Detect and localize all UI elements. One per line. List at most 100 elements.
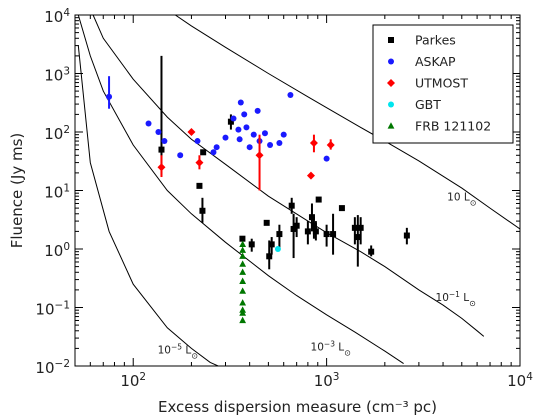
data-point — [287, 91, 294, 98]
data-point — [239, 316, 247, 324]
data-point — [213, 144, 220, 151]
legend-label: UTMOST — [415, 76, 468, 91]
legend-marker — [388, 58, 394, 65]
x-tick-label: 104 — [507, 371, 533, 390]
data-point — [158, 146, 165, 153]
data-point — [239, 246, 247, 253]
data-point — [254, 107, 261, 114]
y-tick-label: 104 — [44, 7, 70, 26]
data-point — [304, 228, 311, 235]
legend-label: Parkes — [415, 33, 456, 48]
curve-10 — [175, 15, 520, 230]
legend-label: GBT — [415, 97, 441, 112]
data-point — [274, 246, 281, 252]
y-tick-label: 100 — [44, 241, 70, 260]
series-askap — [106, 76, 330, 162]
curve-1e-5 — [77, 45, 220, 366]
curve-1e-3-label: 10−3 L⊙ — [311, 339, 351, 357]
data-point — [106, 93, 113, 100]
x-axis-label: Excess dispersion measure (cm⁻³ pc) — [158, 398, 437, 416]
data-point — [222, 134, 229, 141]
data-point — [368, 248, 375, 255]
legend-item-gbt: GBT — [388, 97, 441, 112]
data-point — [239, 309, 247, 316]
data-point — [239, 299, 247, 306]
data-point — [261, 130, 268, 137]
data-point — [177, 152, 184, 159]
data-point — [290, 225, 297, 232]
data-point — [239, 277, 247, 284]
data-point — [315, 196, 322, 203]
x-tick-label: 102 — [120, 371, 146, 390]
data-point — [194, 138, 201, 145]
data-points — [106, 55, 410, 324]
data-point — [239, 252, 247, 259]
data-point — [323, 155, 330, 162]
data-point — [323, 231, 330, 238]
data-point — [239, 268, 247, 275]
data-point — [199, 207, 206, 214]
y-tick-label: 10−2 — [35, 358, 70, 377]
data-point — [239, 240, 247, 247]
legend-item-utmost: UTMOST — [387, 76, 468, 91]
x-tick-label: 103 — [314, 371, 340, 390]
data-point — [248, 241, 255, 248]
data-point — [155, 129, 162, 135]
data-point — [227, 118, 234, 125]
data-point — [310, 222, 317, 229]
data-point — [326, 140, 335, 149]
data-point — [403, 232, 410, 239]
legend-marker — [387, 79, 395, 87]
data-point — [266, 253, 273, 260]
legend-item-frb-121102: FRB 121102 — [387, 119, 491, 134]
data-point — [357, 224, 364, 231]
data-point — [308, 214, 315, 221]
data-point — [293, 222, 300, 229]
legend-marker — [388, 101, 394, 108]
data-point — [145, 120, 152, 127]
series-gbt — [274, 246, 281, 252]
y-tick-label: 102 — [44, 124, 70, 143]
legend-marker — [388, 37, 394, 43]
legend-label: FRB 121102 — [415, 119, 491, 134]
curve-1e-1 — [92, 15, 485, 337]
data-point — [309, 138, 318, 147]
data-point — [306, 171, 315, 180]
data-point — [157, 163, 166, 172]
data-point — [288, 202, 295, 209]
y-tick-label: 10−1 — [35, 300, 70, 319]
data-point — [276, 231, 283, 238]
legend-item-askap: ASKAP — [388, 54, 456, 69]
data-point — [267, 141, 274, 148]
y-tick-label: 101 — [44, 183, 70, 202]
data-point — [195, 158, 204, 167]
axis-ticks: 102 103 104 10−2 10−1 100 101 102 103 104 — [35, 7, 533, 390]
y-axis-label: Fluence (Jy ms) — [8, 133, 26, 248]
data-point — [330, 231, 337, 238]
legend-box — [372, 24, 514, 144]
series-utmost — [157, 128, 383, 191]
data-point — [187, 128, 196, 136]
data-point — [354, 234, 361, 241]
data-point — [235, 126, 242, 133]
luminosity-curves — [77, 15, 520, 366]
data-point — [230, 115, 237, 122]
data-point — [280, 131, 287, 138]
data-point — [196, 182, 203, 189]
data-point — [338, 205, 345, 212]
curve-1e-1-label: 10−1 L⊙ — [436, 290, 476, 308]
curve-labels: 10−5 L⊙ 10−3 L⊙ 10−1 L⊙ 10 L⊙ — [158, 191, 477, 359]
data-point — [276, 139, 283, 146]
y-tick-label: 103 — [44, 66, 70, 85]
data-point — [210, 149, 217, 156]
series-frb-121102 — [239, 240, 247, 324]
data-point — [239, 235, 246, 242]
data-point — [243, 124, 250, 131]
data-point — [263, 219, 270, 226]
legend-item-parkes: Parkes — [388, 33, 456, 48]
data-point — [239, 260, 247, 267]
data-point — [237, 99, 244, 106]
data-point — [351, 224, 358, 231]
legend: Parkes ASKAP UTMOST GBT FRB 121102 — [372, 24, 514, 144]
